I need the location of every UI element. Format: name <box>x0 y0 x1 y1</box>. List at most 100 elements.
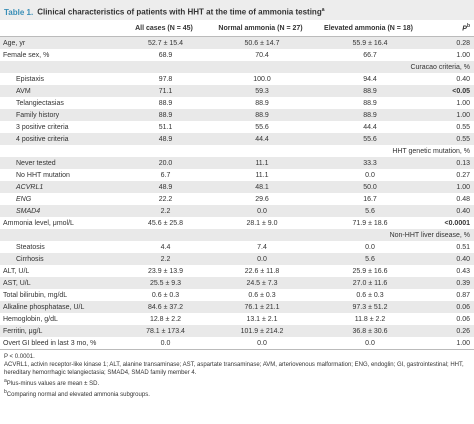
table-row: Ferritin, μg/L 78.1 ± 173.4 101.9 ± 214.2 3… <box>0 325 474 337</box>
row-label: Total bilirubin, mg/dL <box>3 291 68 299</box>
table-row: Telangiectasias 88.9 88.9 88.9 1.00 <box>0 97 474 109</box>
cell: 66.7 <box>363 51 377 59</box>
cell: 29.6 <box>255 195 269 203</box>
row-label: Family history <box>0 109 120 121</box>
row-label: ACVRL1 <box>0 181 120 193</box>
cell: 0.0 <box>257 339 267 347</box>
table-header: All cases (N = 45) Normal ammonia (N = 27… <box>0 20 474 37</box>
row-label: AVM <box>0 85 120 97</box>
row-label: Never tested <box>0 157 120 169</box>
row-label: Ammonia level, μmol/L <box>3 219 74 227</box>
table-row: ACVRL1 48.9 48.1 50.0 1.00 <box>0 181 474 193</box>
table-row: Total bilirubin, mg/dL 0.6 ± 0.3 0.6 ± 0.3… <box>0 289 474 301</box>
cell: 11.1 <box>255 171 269 179</box>
cell: 0.6 ± 0.3 <box>248 291 276 299</box>
header-cell: Elevated ammonia (N = 18) <box>313 20 424 37</box>
header-cell: All cases (N = 45) <box>120 20 208 37</box>
cell: 0.40 <box>424 253 474 265</box>
cell: 16.7 <box>363 195 377 203</box>
cell: 5.6 <box>313 253 424 265</box>
cell: 28.1 ± 9.0 <box>246 219 278 227</box>
cell: 97.3 ± 51.2 <box>313 301 424 313</box>
row-label: ENG <box>16 195 32 203</box>
title-text: Clinical characteristics of patients wit… <box>37 7 322 17</box>
row-label: Hemoglobin, g/dL <box>3 315 58 323</box>
table-row: Hemoglobin, g/dL 12.8 ± 2.2 13.1 ± 2.1 11.8… <box>0 313 474 325</box>
table-body: Age, yr 52.7 ± 15.4 50.6 ± 14.7 55.9 ± 16.4… <box>0 36 474 350</box>
cell: 0.6 ± 0.3 <box>356 291 384 299</box>
cell: 0.27 <box>456 171 470 179</box>
row-label: Curacao criteria, % <box>0 61 474 73</box>
cell: 36.8 ± 30.6 <box>313 325 424 337</box>
cell: 55.9 ± 16.4 <box>313 36 424 49</box>
cell: 88.9 <box>313 85 424 97</box>
cell: 25.5 ± 9.3 <box>120 277 208 289</box>
cell: 48.9 <box>120 133 208 145</box>
section-row: Non-HHT liver disease, % <box>0 229 474 241</box>
header-text: P <box>462 25 467 33</box>
cell: 0.55 <box>424 133 474 145</box>
cell: 52.7 ± 15.4 <box>120 36 208 49</box>
cell: 11.1 <box>208 157 313 169</box>
cell: 44.4 <box>363 123 377 131</box>
cell: 23.9 ± 13.9 <box>148 267 183 275</box>
row-label: 3 positive criteria <box>16 123 69 131</box>
table-row: Female sex, % 68.9 70.4 66.7 1.00 <box>0 49 474 61</box>
cell: 0.87 <box>456 291 470 299</box>
table-row: Never tested 20.0 11.1 33.3 0.13 <box>0 157 474 169</box>
cell: 0.0 <box>365 339 375 347</box>
cell: 71.1 <box>120 85 208 97</box>
cell: <0.05 <box>424 85 474 97</box>
cell: <0.0001 <box>444 219 471 227</box>
row-label: No HHT mutation <box>16 171 70 179</box>
table-row: 3 positive criteria 51.1 55.6 44.4 0.55 <box>0 121 474 133</box>
table-title: Table 1. Clinical characteristics of pati… <box>0 0 474 20</box>
cell: 59.3 <box>208 85 313 97</box>
cell: 0.39 <box>424 277 474 289</box>
title-sup: a <box>321 7 325 13</box>
header-cell <box>0 20 120 37</box>
cell: 33.3 <box>313 157 424 169</box>
cell: 27.0 ± 11.6 <box>313 277 424 289</box>
cell: 0.13 <box>424 157 474 169</box>
cell: 1.00 <box>456 339 470 347</box>
table-row: Overt GI bleed in last 3 mo, % 0.0 0.0 0.0 1… <box>0 337 474 349</box>
cell: 88.9 <box>313 109 424 121</box>
cell: 70.4 <box>255 51 269 59</box>
cell: 55.6 <box>255 123 269 131</box>
cell: 2.2 <box>120 205 208 217</box>
table-row: AST, U/L 25.5 ± 9.3 24.5 ± 7.3 27.0 ± 11.6 0… <box>0 277 474 289</box>
table-row: Ammonia level, μmol/L 45.6 ± 25.8 28.1 ± 9… <box>0 217 474 229</box>
footnote: bComparing normal and elevated ammonia s… <box>4 388 470 399</box>
row-label: Age, yr <box>0 36 120 49</box>
table-row: SMAD4 2.2 0.0 5.6 0.40 <box>0 205 474 217</box>
cell: 68.9 <box>158 51 173 59</box>
cell: 71.9 ± 18.6 <box>352 219 388 227</box>
cell: 0.55 <box>456 123 470 131</box>
footnote: P < 0.0001. <box>4 354 35 360</box>
cell: 50.6 ± 14.7 <box>208 36 313 49</box>
table-row: AVM 71.1 59.3 88.9 <0.05 <box>0 85 474 97</box>
cell: 0.28 <box>424 36 474 49</box>
cell: 88.9 <box>158 99 173 107</box>
cell: 0.26 <box>424 325 474 337</box>
cell: 2.2 <box>120 253 208 265</box>
row-label: Telangiectasias <box>16 99 64 107</box>
cell: 78.1 ± 173.4 <box>120 325 208 337</box>
cell: 4.4 <box>160 243 171 251</box>
cell: 48.1 <box>208 181 313 193</box>
table-row: Cirrhosis 2.2 0.0 5.6 0.40 <box>0 253 474 265</box>
cell: 5.6 <box>313 205 424 217</box>
header-cell: Pb <box>424 20 474 37</box>
cell: 88.9 <box>120 109 208 121</box>
table-row: No HHT mutation 6.7 11.1 0.0 0.27 <box>0 169 474 181</box>
header-row: All cases (N = 45) Normal ammonia (N = 27… <box>0 20 474 37</box>
table-row: Steatosis 4.4 7.4 0.0 0.51 <box>0 241 474 253</box>
cell: 12.8 ± 2.2 <box>149 315 182 323</box>
footnote: aPlus-minus values are mean ± SD. <box>4 377 470 388</box>
cell: 76.1 ± 21.1 <box>208 301 313 313</box>
cell: 1.00 <box>456 51 470 59</box>
cell: 0.6 ± 0.3 <box>151 291 180 299</box>
cell: 24.5 ± 7.3 <box>208 277 313 289</box>
